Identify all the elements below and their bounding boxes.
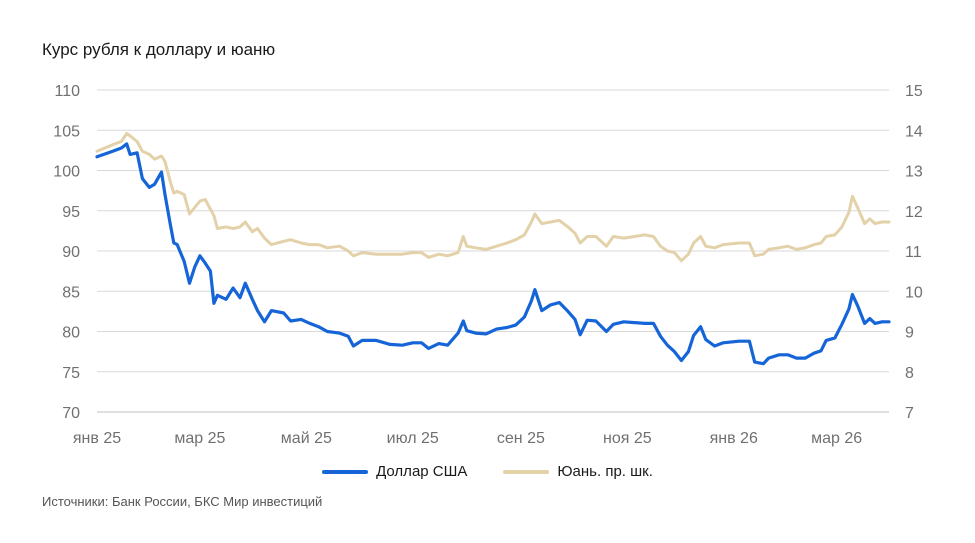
legend-swatch-usd [322,469,369,474]
left-tick-label: 110 [54,83,80,100]
series-line-cny [95,132,891,263]
series-lines [95,132,891,366]
right-tick-label: 15 [905,83,923,100]
x-tick-label: мар 25 [174,430,225,447]
right-axis: 7 8 9 10 11 12 13 14 15 [905,83,923,422]
left-tick-label: 90 [62,244,80,261]
legend-label-cny: Юань. пр. шк. [557,463,653,480]
x-tick-label: янв 26 [710,430,758,447]
x-axis: янв 25 мар 25 май 25 июл 25 сен 25 ноя 25 янв … [73,430,862,447]
x-tick-label: янв 25 [73,430,121,447]
left-tick-label: 95 [62,204,80,221]
grid-lines [97,89,889,413]
x-tick-label: мар 26 [811,430,862,447]
x-tick-label: ноя 25 [603,430,652,447]
right-tick-label: 11 [905,244,922,261]
right-tick-label: 9 [905,325,914,342]
right-tick-label: 12 [905,204,923,221]
legend: Доллар США Юань. пр. шк. [0,463,975,480]
left-tick-label: 100 [53,164,80,181]
x-tick-label: июл 25 [387,430,439,447]
right-tick-label: 10 [905,284,923,301]
left-axis: 70 75 80 85 90 95 100 105 110 [53,83,80,422]
series-line-usd [95,142,891,366]
right-tick-label: 14 [905,123,923,140]
x-tick-label: май 25 [281,430,332,447]
left-tick-label: 105 [53,123,80,140]
right-tick-label: 7 [905,405,914,422]
legend-item-cny: Юань. пр. шк. [503,463,653,480]
left-tick-label: 70 [62,405,80,422]
chart-area: 70 75 80 85 90 95 100 105 110 7 8 9 10 11 12 13 14 15 ян… [53,83,923,447]
legend-item-usd: Доллар США [322,463,467,480]
legend-swatch-cny [503,469,550,474]
right-tick-label: 13 [905,164,923,181]
right-tick-label: 8 [905,365,914,382]
legend-label-usd: Доллар США [376,463,468,480]
x-tick-label: сен 25 [497,430,545,447]
left-tick-label: 85 [62,284,80,301]
source-note: Источники: Банк России, БКС Мир инвестиц… [42,494,323,509]
left-tick-label: 75 [62,365,80,382]
left-tick-label: 80 [62,325,80,342]
chart-title: Курс рубля к доллару и юаню [42,40,276,59]
